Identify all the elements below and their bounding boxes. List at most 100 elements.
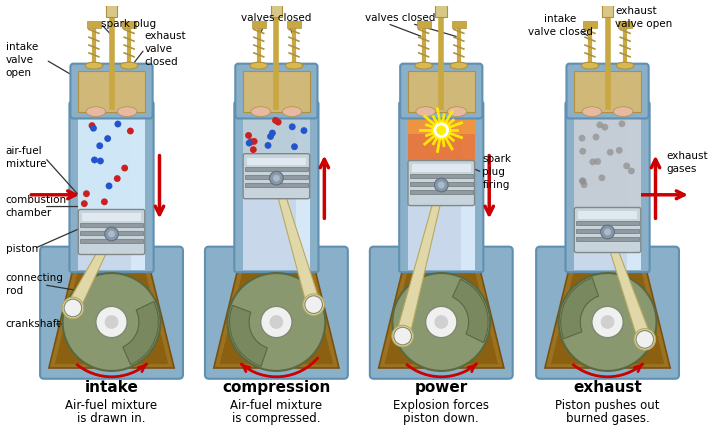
Bar	[105, 0, 118, 17]
Circle shape	[619, 120, 625, 127]
Polygon shape	[551, 261, 665, 364]
Circle shape	[105, 227, 118, 241]
Bar	[408, 70, 475, 112]
Bar	[288, 21, 301, 28]
Circle shape	[261, 307, 292, 338]
Bar	[87, 21, 101, 28]
Text: Piston pushes out: Piston pushes out	[555, 399, 660, 412]
Circle shape	[62, 297, 84, 319]
Bar	[252, 21, 265, 28]
Text: Explosion forces: Explosion forces	[394, 399, 489, 412]
Text: power: power	[414, 380, 468, 395]
Ellipse shape	[582, 107, 602, 117]
Circle shape	[273, 175, 280, 182]
Ellipse shape	[85, 62, 103, 69]
Circle shape	[604, 229, 611, 235]
Ellipse shape	[447, 107, 467, 117]
Polygon shape	[561, 278, 599, 339]
Circle shape	[432, 121, 450, 139]
Bar	[247, 158, 305, 165]
Text: Air-fuel mixture: Air-fuel mixture	[230, 399, 323, 412]
Ellipse shape	[581, 62, 599, 69]
Circle shape	[91, 156, 98, 163]
Text: piston down.: piston down.	[404, 412, 479, 425]
Bar	[82, 214, 141, 221]
FancyBboxPatch shape	[566, 64, 649, 118]
Circle shape	[81, 200, 87, 207]
FancyBboxPatch shape	[399, 102, 483, 272]
Circle shape	[579, 135, 585, 142]
Circle shape	[270, 171, 283, 185]
Circle shape	[105, 183, 113, 189]
Circle shape	[101, 198, 108, 205]
Ellipse shape	[617, 62, 634, 69]
Bar	[270, 0, 282, 17]
Bar	[574, 70, 641, 112]
Circle shape	[601, 225, 614, 239]
Circle shape	[291, 143, 298, 150]
Bar	[123, 21, 136, 28]
Ellipse shape	[282, 107, 302, 117]
Circle shape	[597, 121, 603, 128]
FancyBboxPatch shape	[70, 102, 153, 272]
Bar	[583, 21, 597, 28]
Bar	[412, 164, 470, 172]
Circle shape	[303, 294, 324, 315]
Text: intake: intake	[85, 380, 138, 395]
Circle shape	[275, 119, 282, 125]
FancyBboxPatch shape	[70, 64, 153, 118]
Circle shape	[616, 147, 622, 154]
Circle shape	[293, 109, 300, 116]
Bar	[574, 106, 641, 270]
FancyBboxPatch shape	[370, 247, 513, 379]
Bar	[602, 0, 614, 17]
Circle shape	[592, 307, 623, 338]
Ellipse shape	[614, 107, 633, 117]
Circle shape	[589, 159, 597, 165]
Polygon shape	[49, 256, 174, 368]
Polygon shape	[384, 261, 498, 364]
Text: connecting
rod: connecting rod	[6, 273, 64, 296]
Bar	[408, 106, 475, 163]
Bar	[438, 0, 445, 1]
Circle shape	[594, 158, 601, 165]
Circle shape	[426, 307, 457, 338]
FancyBboxPatch shape	[566, 102, 650, 272]
Polygon shape	[67, 232, 115, 311]
Circle shape	[97, 158, 104, 164]
Bar	[80, 239, 143, 243]
Text: combustion
chamber: combustion chamber	[6, 195, 67, 218]
Polygon shape	[219, 261, 333, 364]
Circle shape	[247, 138, 255, 145]
Text: Air-fuel mixture: Air-fuel mixture	[65, 399, 158, 412]
Bar	[243, 70, 310, 112]
Bar	[578, 211, 637, 219]
Bar	[78, 70, 145, 112]
Circle shape	[272, 117, 279, 124]
FancyBboxPatch shape	[234, 102, 318, 272]
FancyBboxPatch shape	[235, 64, 318, 118]
Bar	[604, 0, 610, 1]
Bar	[131, 106, 145, 270]
Bar	[410, 190, 473, 194]
Polygon shape	[214, 256, 339, 368]
Bar	[408, 106, 475, 134]
Circle shape	[581, 181, 587, 188]
FancyBboxPatch shape	[574, 207, 641, 253]
Polygon shape	[123, 302, 158, 365]
Bar	[245, 175, 308, 179]
Bar	[576, 229, 639, 233]
Bar	[576, 237, 639, 241]
Bar	[461, 106, 475, 270]
FancyBboxPatch shape	[78, 210, 145, 254]
Bar	[296, 106, 310, 270]
Text: valves closed: valves closed	[241, 13, 312, 23]
Circle shape	[438, 182, 445, 188]
Text: compression: compression	[222, 380, 331, 395]
Bar	[574, 106, 641, 210]
Circle shape	[90, 125, 97, 132]
Ellipse shape	[416, 107, 435, 117]
FancyBboxPatch shape	[40, 247, 183, 379]
Bar	[273, 0, 280, 1]
Circle shape	[245, 132, 252, 139]
